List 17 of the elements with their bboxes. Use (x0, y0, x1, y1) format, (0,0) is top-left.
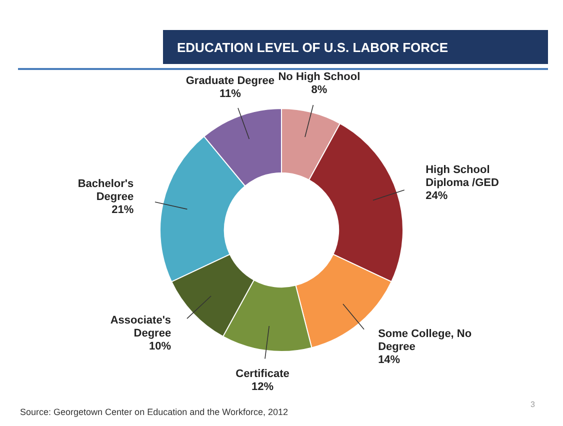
slice-label: Certificate (236, 368, 290, 380)
data-label: 14% (378, 354, 400, 366)
data-label: 11% (219, 88, 242, 100)
data-label: 24% (426, 190, 448, 202)
data-label: 10% (149, 340, 172, 353)
slice-label: Bachelor's Degree (78, 178, 134, 203)
slice-label: Graduate Degree (186, 74, 275, 87)
data-label: 8% (311, 84, 328, 96)
source-note: Source: Georgetown Center on Education and the Workforce, 2012 (20, 407, 288, 417)
slice-label: High School Diploma /GED (426, 164, 499, 190)
slice-label: No High School (278, 70, 360, 83)
data-label: 12% (251, 380, 274, 393)
chart-title: EDUCATION LEVEL OF U.S. LABOR FORCE (163, 30, 548, 64)
slice-label: Some College, No Degree (378, 328, 472, 353)
text: 3 (530, 400, 535, 409)
data-label: 21% (112, 204, 134, 216)
slice-label: Associate's Degree (110, 314, 172, 340)
